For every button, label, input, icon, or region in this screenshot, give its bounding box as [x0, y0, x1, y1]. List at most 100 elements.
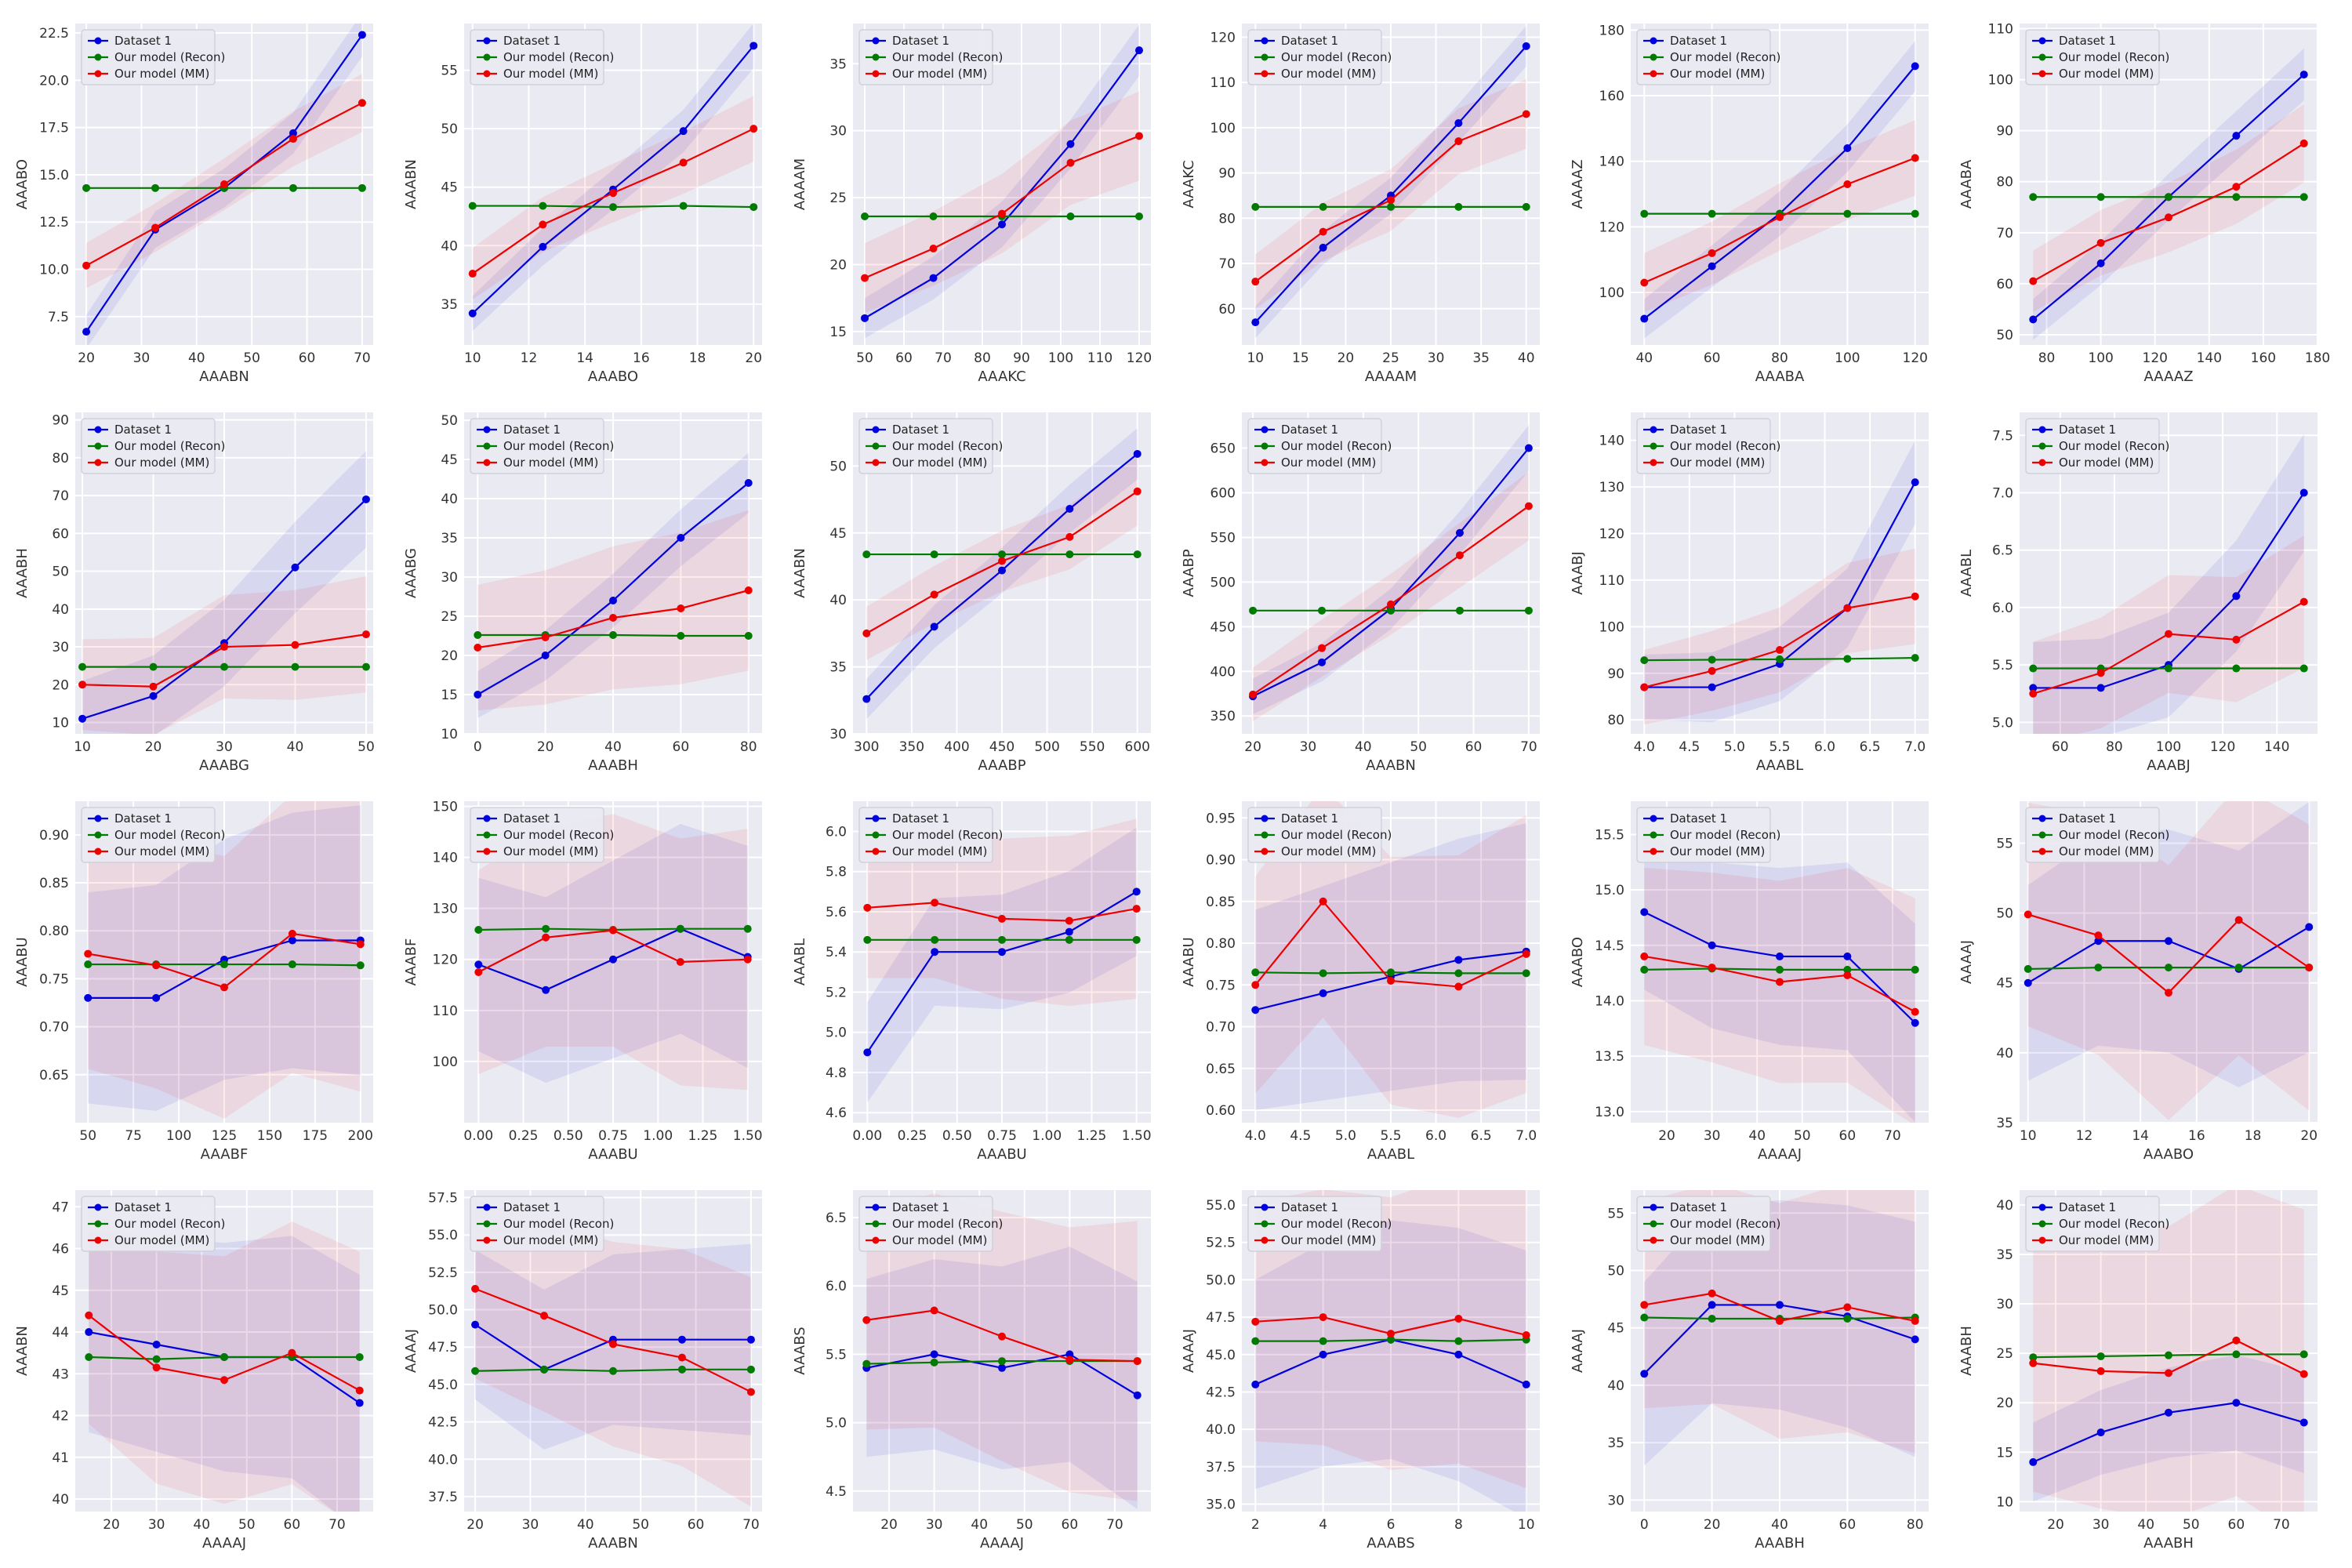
data-point	[471, 1284, 480, 1293]
data-point	[2024, 978, 2032, 987]
y-axis-label: AAABG	[403, 548, 419, 598]
confidence-band-2	[1255, 801, 1526, 1118]
y-tick-label: 0.65	[1206, 1062, 1236, 1077]
series-layer	[2029, 434, 2308, 734]
data-point	[1522, 110, 1530, 118]
data-point	[1911, 1007, 1919, 1016]
data-point	[1132, 887, 1141, 896]
data-point	[2096, 1428, 2105, 1437]
x-tick-label: 110	[1087, 350, 1112, 366]
legend-swatch-marker	[483, 459, 491, 466]
x-tick-label: 20	[466, 1517, 484, 1533]
data-point	[2299, 139, 2308, 147]
x-tick-label: 600	[1125, 739, 1150, 755]
legend-swatch-marker	[1261, 53, 1269, 61]
data-point	[679, 127, 688, 136]
data-point	[861, 274, 869, 282]
legend-entry: Our model (Recon)	[892, 50, 1003, 64]
x-tick-label: 20	[1704, 1517, 1721, 1533]
y-tick-label: 25	[1996, 1346, 2013, 1362]
data-point	[288, 960, 296, 969]
y-axis-label: AAABN	[14, 1326, 31, 1376]
data-point	[998, 220, 1006, 229]
legend-box	[2025, 807, 2160, 863]
x-axis-label: AAABG	[199, 757, 249, 774]
series-layer	[1251, 1190, 1530, 1512]
x-tick-label: 5.5	[1380, 1128, 1401, 1144]
y-tick-label: 47	[52, 1200, 69, 1215]
chart-panel-4: 10 15 20 25 30 35 40 60 70 80 90 100 110 120 AAAAM AAAK…	[1181, 24, 1540, 385]
data-point	[1640, 683, 1649, 691]
legend-swatch-marker	[483, 1220, 491, 1228]
data-point	[149, 662, 158, 671]
data-point	[1065, 1356, 1074, 1364]
data-point	[1911, 209, 1919, 218]
data-point	[1522, 969, 1530, 978]
y-tick-label: 15.0	[39, 168, 69, 183]
y-tick-label: 35	[1996, 1247, 2013, 1263]
y-tick-label: 14.5	[1595, 938, 1624, 954]
data-point	[1776, 965, 1784, 974]
legend: Dataset 1 Our model (Recon) Our model (MM)	[470, 1196, 614, 1252]
x-tick-label: 20	[1244, 739, 1261, 755]
x-tick-label: 40	[1355, 739, 1372, 755]
legend-entry: Dataset 1	[2059, 811, 2116, 826]
confidence-band-0	[865, 24, 1139, 339]
data-point	[609, 1340, 617, 1348]
legend-swatch-marker	[2038, 426, 2046, 434]
y-tick-label: 4.6	[826, 1105, 847, 1121]
data-point	[1065, 935, 1073, 944]
plot-area: 0.00 0.25 0.50 0.75 1.00 1.25 1.50 4.6 4.8 5.0 5.2…	[792, 801, 1152, 1163]
data-point	[539, 220, 547, 229]
legend-box	[1636, 1196, 1771, 1252]
series-layer	[1640, 440, 1919, 725]
data-point	[84, 960, 93, 969]
x-tick-label: 12	[521, 350, 538, 366]
data-point	[2165, 213, 2172, 222]
series-layer	[2024, 801, 2314, 1120]
y-tick-label: 40	[52, 1492, 69, 1508]
data-point	[474, 644, 482, 652]
y-tick-label: 650	[1210, 441, 1236, 457]
x-axis-label: AAABS	[1367, 1535, 1414, 1552]
y-tick-label: 13.5	[1595, 1049, 1624, 1065]
data-point	[1066, 140, 1075, 148]
data-point	[1319, 897, 1327, 906]
legend-box	[2025, 1196, 2160, 1252]
x-tick-label: 100	[2088, 350, 2113, 366]
legend-swatch-marker	[1261, 815, 1269, 822]
data-point	[2232, 193, 2241, 201]
data-point	[1640, 656, 1649, 665]
y-tick-label: 40	[1996, 1198, 2013, 1214]
data-point	[1843, 952, 1852, 960]
y-tick-label: 0.75	[1206, 978, 1236, 993]
legend-entry: Our model (Recon)	[114, 439, 225, 453]
x-tick-label: 40	[1518, 350, 1535, 366]
plot-area: 50 60 70 80 90 100 110 120 15 20 25 30 35 AAAKC AAAAM D…	[792, 24, 1152, 385]
data-point	[931, 948, 939, 956]
data-point	[929, 245, 938, 252]
x-tick-label: 40	[2137, 1517, 2154, 1533]
legend-swatch-marker	[94, 848, 102, 855]
data-point	[474, 968, 483, 977]
data-point	[1911, 62, 1919, 71]
legend-swatch-marker	[94, 426, 102, 434]
chart-panel-24: 20 30 40 50 60 70 10 15 20 25 30 35 40 AAABH AAABH Data…	[1958, 1190, 2318, 1552]
x-tick-label: 30	[133, 350, 151, 366]
x-tick-label: 50	[2183, 1517, 2200, 1533]
data-point	[1065, 505, 1074, 513]
legend-swatch-marker	[2038, 53, 2046, 61]
legend: Dataset 1 Our model (Recon) Our model (MM)	[81, 807, 225, 863]
y-tick-label: 50	[52, 564, 69, 580]
data-point	[609, 955, 617, 964]
series-layer	[84, 801, 365, 1119]
data-point	[679, 201, 688, 210]
legend-box	[470, 807, 604, 863]
x-tick-label: 1.50	[1122, 1128, 1152, 1144]
series-layer	[474, 814, 752, 1091]
data-point	[1251, 1006, 1260, 1014]
data-point	[2029, 1353, 2038, 1362]
x-tick-label: 70	[742, 1517, 760, 1533]
y-tick-label: 10	[1996, 1494, 2013, 1510]
y-tick-label: 43	[52, 1367, 69, 1382]
